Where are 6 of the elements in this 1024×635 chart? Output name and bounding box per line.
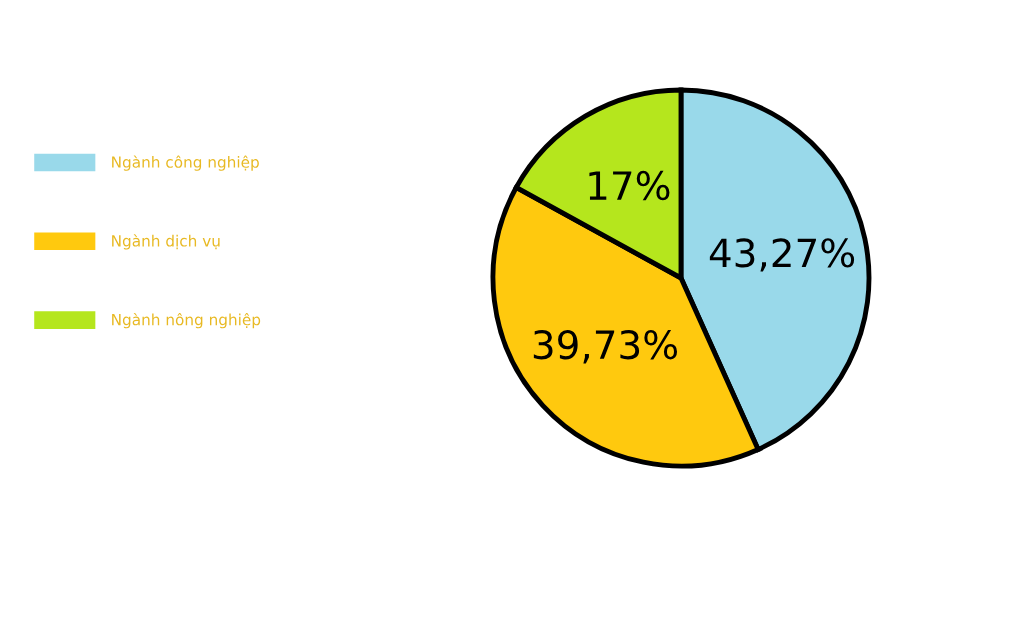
data-label: 17%: [589, 170, 670, 201]
legend-label: Ngành công nghiệp: [112, 155, 259, 171]
data-label: 43,27%: [709, 238, 855, 272]
legend-label: Ngành nông nghiệp: [112, 312, 261, 329]
data-label: 39,73%: [533, 330, 678, 364]
legend-label: Ngành dịch vụ: [112, 234, 220, 250]
